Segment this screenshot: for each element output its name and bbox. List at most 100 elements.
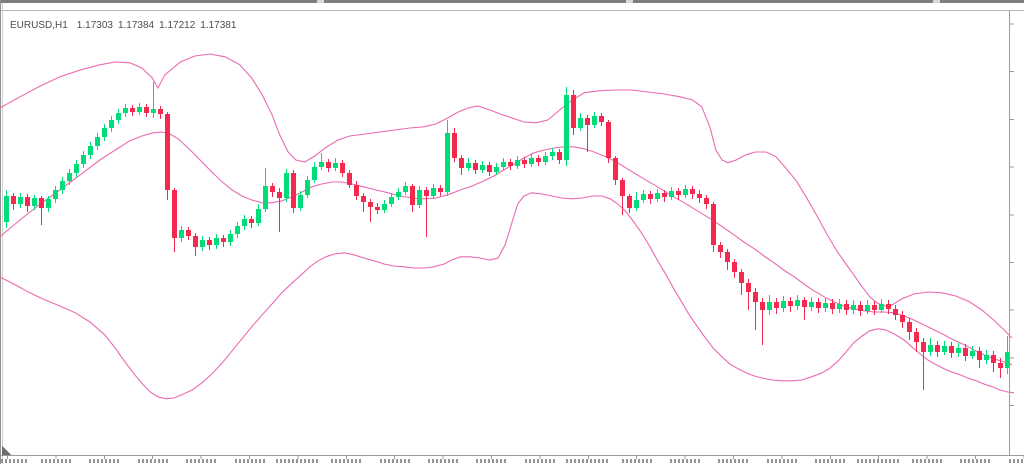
low-value: 1.17212 [159,20,196,31]
candle-bullish [1005,336,1010,374]
time-label-fragment [0,459,29,463]
bollinger-middle-band [0,131,1013,366]
candle-bearish [935,340,940,357]
candle-bullish [592,112,597,128]
time-label-strip [0,458,1024,464]
candle-bullish [767,294,772,315]
price-axis[interactable] [1009,11,1015,456]
candle-bullish [466,158,471,171]
candle-bullish [823,298,828,312]
candle-bearish [186,226,191,240]
candle-bullish [928,338,933,356]
candle-bullish [46,196,51,212]
candle-bearish [739,268,744,295]
toolbar-fragment [933,0,940,3]
candle-bullish [200,236,205,251]
candle-bullish [81,150,86,168]
candle-bearish [165,112,170,200]
candle-bearish [536,154,541,166]
candle-bearish [893,304,898,320]
candle-bearish [907,318,912,340]
candle-bullish [837,298,842,313]
time-label-fragment [525,459,555,463]
candle-bullish [683,184,688,198]
candle-bullish [102,124,107,141]
time-label-fragment [138,459,168,463]
candle-bearish [459,154,464,175]
candle-bullish [781,296,786,312]
time-label-fragment [331,459,361,463]
candle-bearish [648,190,653,204]
time-label-fragment [622,459,652,463]
candle-bearish [760,298,765,345]
time-label-fragment [767,459,797,463]
candle-bearish [921,338,926,390]
time-axis[interactable] [0,446,1024,459]
candle-bullish [655,188,660,202]
candle-bullish [550,148,555,160]
candle-bearish [340,160,345,177]
time-label-fragment [276,459,320,463]
candle-bullish [123,104,128,117]
candle-bearish [606,120,611,163]
candle-bullish [578,112,583,131]
candle-bearish [753,288,758,330]
candle-bearish [774,298,779,314]
candle-bearish [438,184,443,196]
candle-bearish [697,190,702,203]
candle-bullish [445,120,450,196]
chart-title: EURUSD,H1 1.17303 1.17384 1.17212 1.17381 [10,20,241,32]
candle-bearish [844,300,849,315]
candle-bullish [235,222,240,238]
candle-bearish [193,232,198,256]
candle-bullish [256,204,261,226]
time-label-fragment [670,459,700,463]
candle-bearish [25,194,30,212]
candle-bullish [263,168,268,212]
candle-bearish [39,196,44,225]
candle-bullish [74,160,79,177]
chart-plot-area[interactable] [0,53,1015,400]
candle-bullish [403,182,408,195]
candle-bullish [67,168,72,185]
candle-bearish [732,258,737,278]
candle-bullish [417,186,422,208]
candle-bullish [669,186,674,200]
candle-bearish [711,202,716,252]
candle-bearish [991,350,996,372]
candle-bullish [494,162,499,175]
candle-bullish [942,340,947,355]
candle-bearish [788,296,793,312]
time-label-fragment [960,459,990,463]
candle-bearish [725,248,730,270]
candle-bearish [963,344,968,361]
candle-bullish [228,230,233,246]
candle-bullish [529,154,534,167]
candle-bearish [452,128,457,162]
candle-bearish [361,192,366,212]
bollinger-lower-band [0,192,1015,400]
candle-bullish [137,102,142,115]
candle-bullish [515,156,520,169]
candle-bearish [662,190,667,202]
candle-bearish [368,198,373,222]
candle-bearish [858,300,863,316]
candle-bullish [480,160,485,173]
candle-bullish [396,188,401,200]
candle-bearish [375,202,380,214]
candle-bearish [886,300,891,314]
candle-bearish [977,346,982,368]
window-top-edge [0,0,1024,3]
candle-bearish [998,358,1003,378]
candle-bearish [914,328,919,352]
candle-bearish [872,300,877,315]
candle-bearish [585,114,590,152]
candle-bearish [249,216,254,228]
candle-bullish [956,342,961,357]
price-axis-ticks [1009,23,1014,407]
candle-bullish [431,184,436,199]
candle-bullish [116,108,121,124]
time-label-fragment [380,459,410,463]
candle-bullish [501,158,506,170]
